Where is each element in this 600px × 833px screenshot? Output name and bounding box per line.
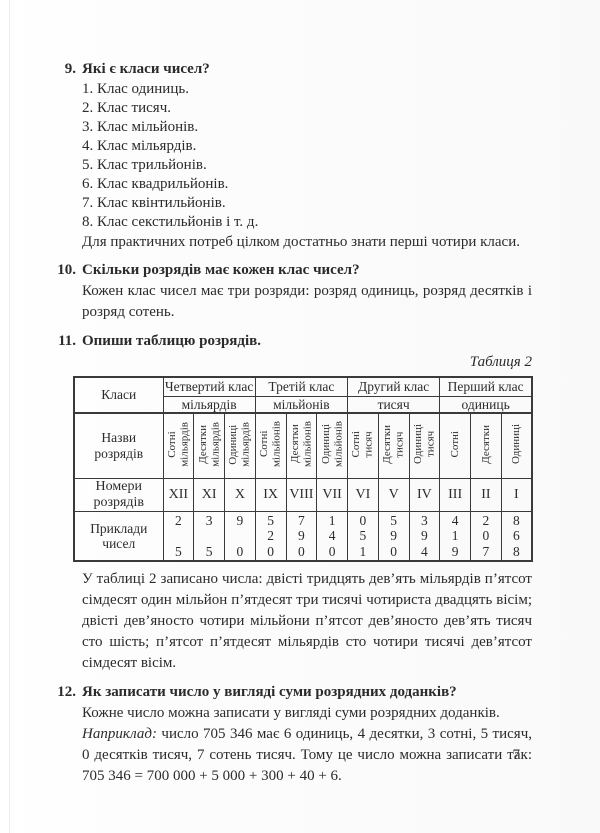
question-title: Скільки розрядів має кожен клас чисел? <box>82 262 360 278</box>
digit-name-cell: Одиниці мільйонів <box>316 412 348 479</box>
digit-name-cell: Одиниці мільярдів <box>224 412 256 479</box>
question-number: 12. <box>57 684 76 700</box>
digit-name: Одиниці мільярдів <box>227 421 252 467</box>
class-name-cell: Третій клас <box>254 376 349 397</box>
page-number: 7 <box>512 747 521 763</box>
list-item: 2. Клас тисяч. <box>82 100 171 116</box>
question-12: 12. Як записати число у вигляді суми роз… <box>50 683 532 787</box>
list-item: 3. Клас мільйонів. <box>82 119 199 135</box>
class-sub-cell: мільйонів <box>254 396 349 414</box>
numeral-cell: XII <box>162 478 195 512</box>
digit-name: Десятки мільйонів <box>288 420 314 468</box>
digit-name-cell: Сотні тисяч <box>347 412 379 479</box>
numeral-cell: VIII <box>285 478 318 512</box>
row-label-cell: Приклади чисел <box>73 511 164 562</box>
digit-name-cell: Десятки мільйонів <box>285 412 318 479</box>
list-item: 8. Клас секстильйонів і т. д. <box>82 214 259 230</box>
digit-name-cell: Сотні мільярдів <box>162 412 195 479</box>
example-cell: 1 4 0 <box>316 511 348 562</box>
list-item: 1. Клас одиниць. <box>82 81 189 97</box>
question-10: 10. Скільки розрядів має кожен клас чисе… <box>50 261 532 323</box>
digit-name-cell: Одиниці тисяч <box>408 412 441 479</box>
example-cell: 7 9 0 <box>285 511 318 562</box>
example-cell: 9 0 <box>224 511 256 562</box>
digit-name-cell: Десятки тисяч <box>377 412 410 479</box>
example-text: число 705 346 має 6 одиниць, 4 десятки, … <box>82 726 532 784</box>
digit-name: Десятки мільярдів <box>196 421 222 467</box>
place-value-table: Класи Четвертий клас Третій клас Другий … <box>73 376 533 562</box>
example-cell: 4 1 9 <box>439 511 471 562</box>
list-item: 6. Клас квадрильйонів. <box>82 176 229 192</box>
list-item: 5. Клас трильйонів. <box>82 157 207 173</box>
note-paragraph: Для практичних потреб цілком достатньо з… <box>82 234 520 250</box>
digit-name-cell: Десятки мільярдів <box>193 412 225 479</box>
table-row: Назви розрядів Сотні мільярдів Десятки м… <box>73 412 533 479</box>
example-cell: 2 5 <box>162 511 195 562</box>
class-name-cell: Перший клас <box>439 376 533 397</box>
list-item: 4. Клас мільярдів. <box>82 138 197 154</box>
row-label-cell: Номери розрядів <box>73 478 164 512</box>
table-row: Класи Четвертий клас Третій клас Другий … <box>73 376 533 414</box>
row-label-cell: Назви розрядів <box>73 412 164 479</box>
example-cell: 8 6 8 <box>500 511 533 562</box>
example-cell: 2 0 7 <box>470 511 502 562</box>
answer-paragraph: Кожне число можна записати у вигляді сум… <box>82 705 500 721</box>
numeral-cell: II <box>470 478 502 512</box>
example-cell: 5 9 0 <box>377 511 410 562</box>
numeral-cell: IX <box>254 478 287 512</box>
example-cell: 3 5 <box>193 511 225 562</box>
digit-name: Одиниці тисяч <box>411 424 437 464</box>
digit-name-cell: Десятки <box>470 412 502 479</box>
list-item: 7. Клас квінтильйонів. <box>82 195 226 211</box>
digit-name-cell: Одиниці <box>500 412 533 479</box>
table-corner-cell: Класи <box>73 376 164 414</box>
digit-name-cell: Сотні <box>439 412 471 479</box>
digit-name: Сотні тисяч <box>350 430 375 458</box>
digit-name: Сотні мільярдів <box>165 421 191 467</box>
question-title: Які є класи чисел? <box>82 61 210 77</box>
numeral-cell: I <box>500 478 533 512</box>
digit-name-cell: Сотні мільйонів <box>254 412 287 479</box>
class-sub-cell: одиниць <box>439 396 533 414</box>
digit-name: Одиниці мільйонів <box>319 420 345 468</box>
numeral-cell: IV <box>408 478 441 512</box>
table-caption: Таблиця 2 <box>469 354 532 370</box>
question-9: 9. Які є класи чисел? 1. Клас одиниць. 2… <box>50 60 532 252</box>
example-cell: 0 5 1 <box>347 511 379 562</box>
page-edge-shadow <box>9 0 10 833</box>
answer-paragraph: Кожен клас чисел має три розряди: розряд… <box>82 283 532 320</box>
question-number: 9. <box>64 61 76 77</box>
question-number: 11. <box>58 333 76 349</box>
numeral-cell: III <box>439 478 471 512</box>
digit-name: Десятки <box>479 424 492 464</box>
question-title: Опиши таблицю розрядів. <box>82 333 262 349</box>
example-label: Наприклад: <box>82 726 157 742</box>
class-sub-cell: тисяч <box>346 396 441 414</box>
question-11: 11. Опиши таблицю розрядів. Таблиця 2 Кл… <box>50 332 533 674</box>
table-row: Номери розрядів XII XI X IX VIII VII VI … <box>73 478 533 512</box>
numeral-cell: V <box>377 478 410 512</box>
numeral-cell: VII <box>316 478 348 512</box>
question-title: Як записати число у вигляді суми розрядн… <box>82 684 457 700</box>
table-row: Приклади чисел 2 5 3 5 9 0 5 2 0 7 9 0 1… <box>73 511 533 562</box>
digit-name: Сотні мільйонів <box>258 420 283 468</box>
class-name-cell: Четвертий клас <box>162 376 256 397</box>
digit-name: Десятки тисяч <box>381 424 406 464</box>
example-cell: 5 2 0 <box>254 511 287 562</box>
numeral-cell: VI <box>347 478 379 512</box>
digit-name: Одиниці <box>510 424 523 464</box>
class-name-cell: Другий клас <box>346 376 441 397</box>
digit-name: Сотні <box>448 430 461 458</box>
table-description-paragraph: У таблиці 2 записано числа: двісті тридц… <box>82 571 532 671</box>
question-number: 10. <box>57 262 76 278</box>
class-sub-cell: мільярдів <box>162 396 256 414</box>
numbered-list: 1. Клас одиниць. 2. Клас тисяч. 3. Клас … <box>82 80 532 232</box>
numeral-cell: X <box>224 478 256 512</box>
example-cell: 3 9 4 <box>408 511 441 562</box>
numeral-cell: XI <box>193 478 225 512</box>
example-paragraph: Наприклад: число 705 346 має 6 одиниць, … <box>82 724 532 787</box>
